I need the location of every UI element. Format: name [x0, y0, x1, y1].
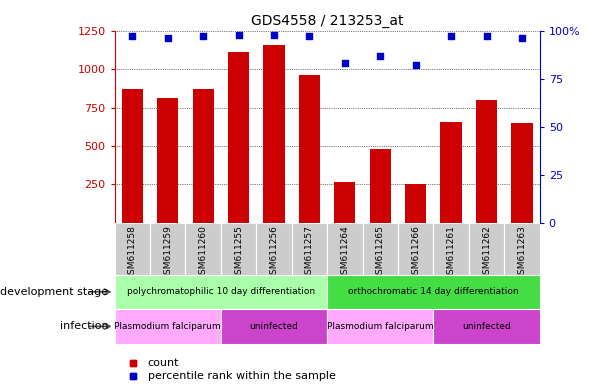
- Bar: [122, 89, 143, 223]
- Bar: [327, 309, 434, 344]
- Bar: [434, 223, 469, 275]
- Bar: [398, 223, 434, 275]
- Text: GSM611260: GSM611260: [198, 225, 207, 280]
- Text: polychromatophilic 10 day differentiation: polychromatophilic 10 day differentiatio…: [127, 287, 315, 296]
- Point: [446, 33, 456, 40]
- Title: GDS4558 / 213253_at: GDS4558 / 213253_at: [251, 14, 403, 28]
- Bar: [192, 89, 214, 223]
- Point: [376, 53, 385, 59]
- Point: [127, 33, 137, 40]
- Text: GSM611258: GSM611258: [128, 225, 137, 280]
- Text: GSM611264: GSM611264: [340, 225, 349, 280]
- Text: percentile rank within the sample: percentile rank within the sample: [148, 371, 336, 381]
- Point: [269, 31, 279, 38]
- Bar: [370, 149, 391, 223]
- Bar: [264, 45, 285, 223]
- Text: development stage: development stage: [1, 287, 109, 297]
- Bar: [511, 123, 532, 223]
- Text: uninfected: uninfected: [462, 322, 511, 331]
- Bar: [405, 184, 426, 223]
- Bar: [327, 275, 540, 309]
- Bar: [292, 223, 327, 275]
- Point: [411, 62, 420, 68]
- Text: GSM611255: GSM611255: [234, 225, 243, 280]
- Bar: [115, 223, 150, 275]
- Bar: [434, 309, 540, 344]
- Bar: [221, 223, 256, 275]
- Point: [340, 60, 350, 66]
- Bar: [362, 223, 398, 275]
- Bar: [441, 122, 462, 223]
- Bar: [334, 182, 356, 223]
- Text: Plasmodium falciparum: Plasmodium falciparum: [327, 322, 434, 331]
- Bar: [476, 100, 497, 223]
- Point: [234, 31, 244, 38]
- Text: GSM611266: GSM611266: [411, 225, 420, 280]
- Point: [163, 35, 172, 41]
- Point: [198, 33, 208, 40]
- Bar: [469, 223, 504, 275]
- Bar: [221, 309, 327, 344]
- Bar: [299, 75, 320, 223]
- Text: GSM611257: GSM611257: [305, 225, 314, 280]
- Bar: [327, 223, 362, 275]
- Bar: [228, 52, 249, 223]
- Point: [517, 35, 527, 41]
- Text: count: count: [148, 358, 179, 368]
- Text: GSM611265: GSM611265: [376, 225, 385, 280]
- Text: uninfected: uninfected: [250, 322, 298, 331]
- Bar: [157, 98, 178, 223]
- Bar: [115, 309, 221, 344]
- Bar: [256, 223, 292, 275]
- Text: infection: infection: [60, 321, 109, 331]
- Text: GSM611261: GSM611261: [447, 225, 456, 280]
- Bar: [504, 223, 540, 275]
- Text: GSM611259: GSM611259: [163, 225, 172, 280]
- Text: orthochromatic 14 day differentiation: orthochromatic 14 day differentiation: [348, 287, 519, 296]
- Text: GSM611263: GSM611263: [517, 225, 526, 280]
- Text: Plasmodium falciparum: Plasmodium falciparum: [115, 322, 221, 331]
- Bar: [115, 275, 327, 309]
- Point: [482, 33, 491, 40]
- Text: GSM611256: GSM611256: [270, 225, 279, 280]
- Bar: [186, 223, 221, 275]
- Bar: [150, 223, 186, 275]
- Point: [305, 33, 314, 40]
- Text: GSM611262: GSM611262: [482, 225, 491, 280]
